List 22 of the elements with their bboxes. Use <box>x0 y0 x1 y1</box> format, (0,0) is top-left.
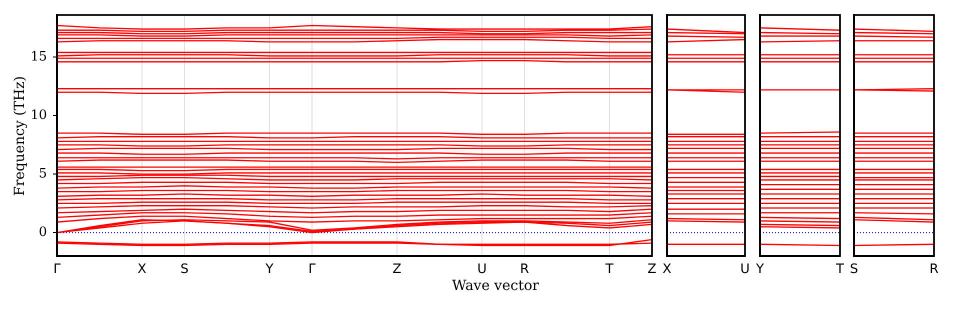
x-axis-title: Wave vector <box>451 278 540 294</box>
x-tick-label: Z <box>648 262 657 278</box>
x-tick-label: T <box>604 262 614 278</box>
y-tick-label: 10 <box>30 108 47 123</box>
x-tick-label: R <box>929 262 939 278</box>
x-tick-label: Γ <box>53 262 62 278</box>
x-tick-label: T <box>835 262 844 278</box>
x-tick-label: X <box>662 262 672 278</box>
y-tick-label: 15 <box>30 49 47 64</box>
x-tick-label: Y <box>755 262 764 278</box>
y-axis-title: Frequency (THz) <box>12 75 28 196</box>
x-tick-label: X <box>138 262 147 278</box>
x-tick-label: Γ <box>308 262 316 278</box>
y-tick-label: 0 <box>38 224 47 240</box>
y-tick-label: 5 <box>38 166 47 182</box>
x-tick-label: U <box>740 262 750 278</box>
x-tick-label: S <box>850 262 858 278</box>
x-tick-label: U <box>477 262 487 278</box>
x-tick-label: R <box>520 262 530 278</box>
x-tick-label: S <box>180 262 189 278</box>
x-tick-label: Z <box>392 262 402 278</box>
x-tick-label: Y <box>264 262 274 278</box>
